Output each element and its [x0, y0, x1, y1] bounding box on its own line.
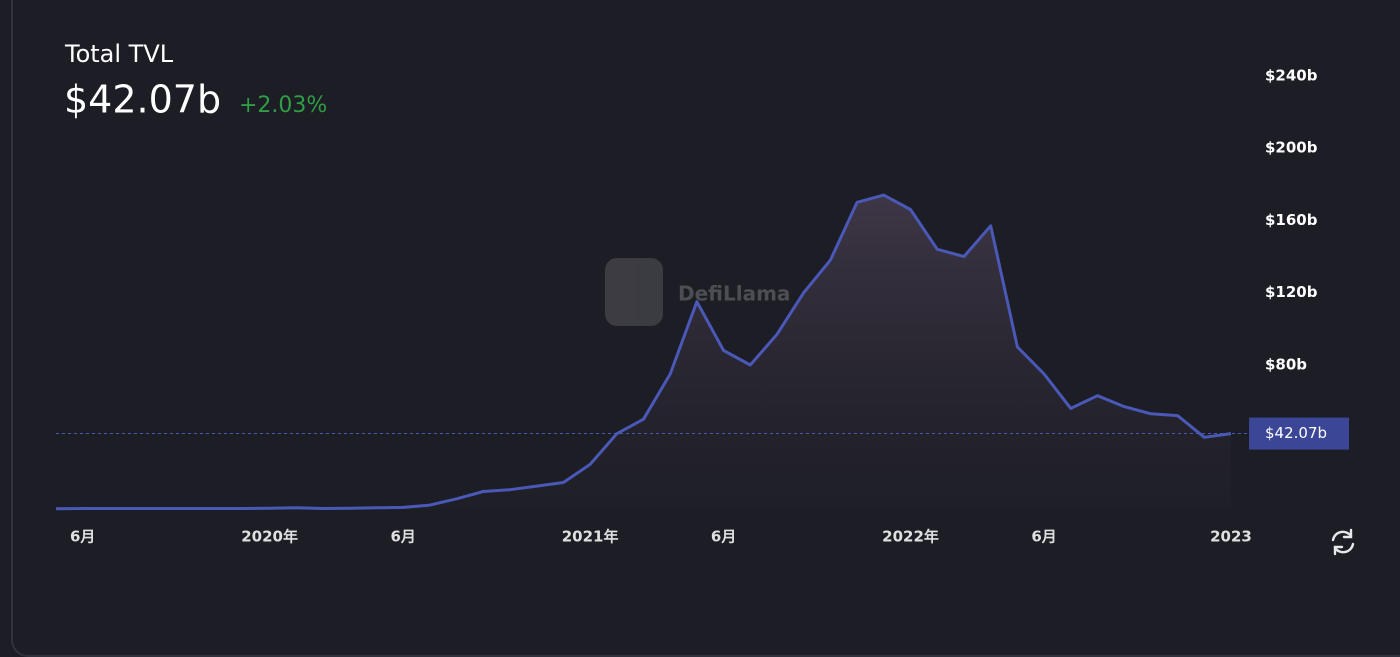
x-tick-label: 6月 [711, 528, 736, 546]
refresh-button[interactable] [1331, 528, 1355, 556]
x-tick-label: 2021年 [562, 528, 619, 546]
y-tick-label: $240b [1265, 66, 1318, 84]
y-tick-label: $80b [1265, 355, 1307, 373]
plot: $80b $120b $160b $200b $240b 6月 2020年 6月 2021年 6月… [55, 66, 1349, 546]
x-tick-label: 6月 [70, 528, 95, 546]
y-tick-label: $120b [1265, 283, 1318, 301]
x-tick-label: 6月 [1031, 528, 1056, 546]
reference-label: $42.07b [1265, 424, 1327, 442]
x-tick-label: 2022年 [882, 528, 939, 546]
reference-tag [1249, 417, 1349, 450]
refresh-arrow [1342, 528, 1353, 539]
area [56, 195, 1231, 510]
refresh-arc [1333, 542, 1355, 554]
headline-value: $42.07b [64, 78, 221, 122]
x-tick-label: 2023 [1210, 528, 1252, 546]
watermark-logo [605, 258, 663, 326]
chart-title: Total TVL [64, 40, 174, 68]
y-tick-label: $200b [1265, 139, 1318, 157]
refresh-arc [1331, 530, 1353, 542]
change-percent: +2.03% [239, 93, 327, 118]
x-tick-label: 6月 [390, 528, 415, 546]
card-border [11, 0, 1400, 657]
x-tick-label: 2020年 [241, 528, 298, 546]
watermark-text: DefiLlama [678, 282, 790, 306]
line [55, 193, 1232, 511]
y-tick-label: $160b [1265, 211, 1318, 229]
refresh-arrow [1333, 545, 1344, 556]
